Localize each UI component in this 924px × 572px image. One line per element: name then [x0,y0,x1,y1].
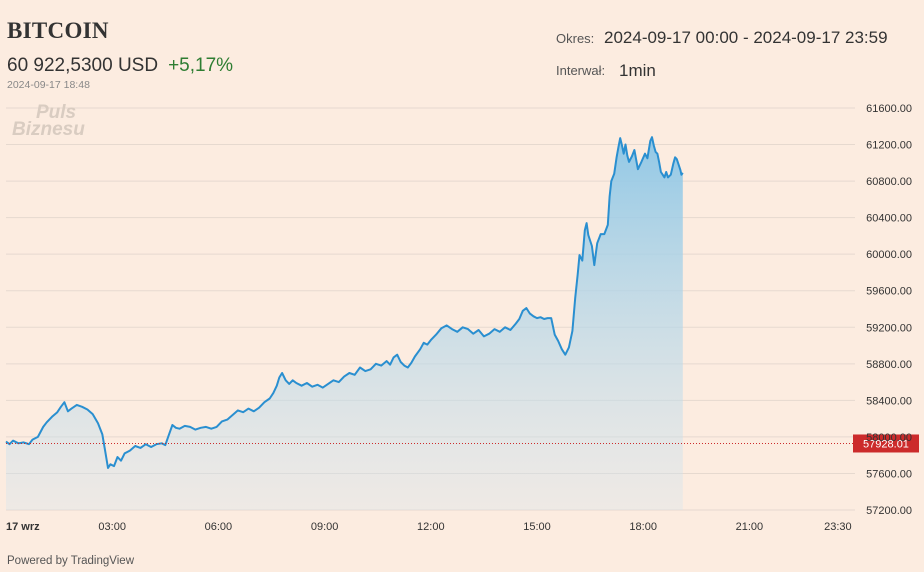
chart-area-layer [5,136,684,510]
price-row: 60 922,5300 USD +5,17% [7,55,233,77]
y-tick-label: 60400.00 [866,213,912,225]
x-tick-label: 12:00 [417,521,445,533]
x-tick-label: 09:00 [311,521,339,533]
y-tick-label: 59200.00 [866,322,912,334]
interval-label: Interwał: [556,63,606,78]
y-tick-label: 58800.00 [866,359,912,371]
x-tick-label: 03:00 [98,521,126,533]
y-tick-label: 58000.00 [866,432,912,444]
y-tick-label: 60000.00 [866,249,912,261]
series-area-fill [6,137,683,510]
current-price: 60 922,5300 USD [7,55,159,76]
x-tick-label: 21:00 [736,521,764,533]
period-value: 2024-09-17 00:00 - 2024-09-17 23:59 [604,28,888,47]
y-tick-label: 60800.00 [866,176,912,188]
logo-line-1: Puls [36,102,77,123]
x-tick-label: 17 wrz [6,521,40,533]
x-tick-label: 18:00 [629,521,657,533]
y-axis: 57200.00 57600.00 58000.00 58400.00 58800.00… [866,103,912,517]
reference-price-badge [853,434,919,453]
puls-biznesu-logo: Puls Biznesu [12,102,85,140]
interval-value: 1min [619,61,656,80]
y-tick-label: 57600.00 [866,468,912,480]
instrument-title: BITCOIN [7,18,109,43]
x-axis: 17 wrz 03:00 06:00 09:00 12:00 15:00 18:00 21:0… [6,521,852,533]
y-tick-label: 58400.00 [866,395,912,407]
y-tick-label: 57200.00 [866,505,912,517]
price-change: +5,17% [168,55,234,76]
series-line[interactable] [5,136,684,469]
reference-layer: 57928.01 [6,434,919,453]
quote-timestamp: 2024-09-17 18:48 [7,79,90,91]
y-tick-label: 61600.00 [866,103,912,115]
y-tick-label: 61200.00 [866,140,912,152]
logo-line-2: Biznesu [12,119,85,140]
reference-price-label: 57928.01 [863,438,909,450]
x-tick-label: 15:00 [523,521,551,533]
y-tick-label: 59600.00 [866,286,912,298]
period-label: Okres: [556,31,595,46]
powered-by-tradingview-link[interactable]: Powered by TradingView [7,555,134,567]
x-tick-label: 23:30 [824,521,852,533]
x-tick-label: 06:00 [205,521,233,533]
